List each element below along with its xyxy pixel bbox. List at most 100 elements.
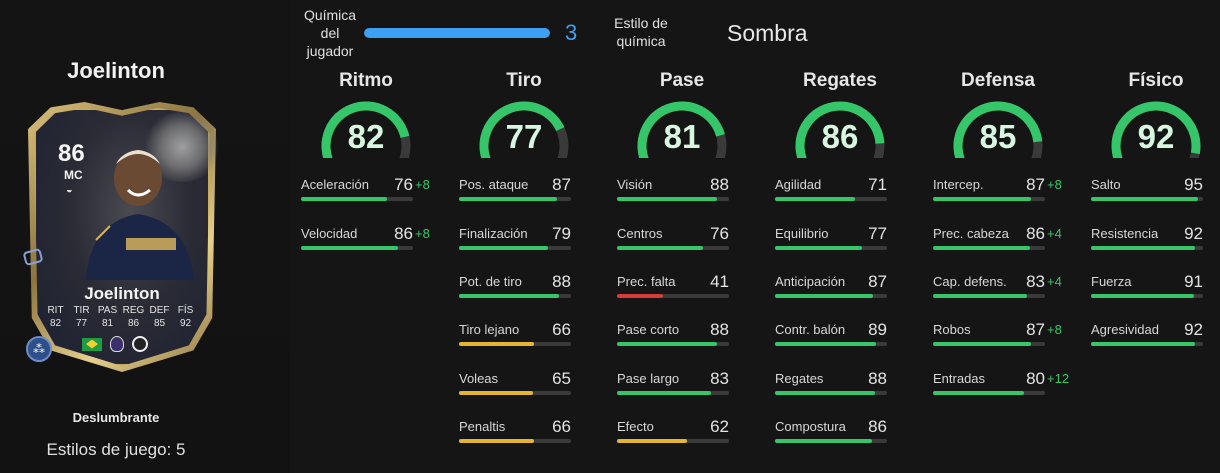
card-stat-label: RIT (47, 305, 64, 316)
card-stats: RIT 82 TIR 77 PAS 81 REG 86 DEF 85 FÍS 9… (44, 304, 197, 330)
stat-bar (617, 197, 729, 201)
stat-row[interactable]: Velocidad 86 +8 (301, 224, 431, 266)
stat-name: Prec. falta (617, 274, 676, 289)
stat-row[interactable]: Prec. falta 41 (617, 272, 747, 314)
stat-row[interactable]: Robos 87 +8 (933, 320, 1063, 362)
stat-value: 88 (868, 369, 887, 388)
stat-name: Agresividad (1091, 322, 1159, 337)
card-stat-value: 77 (75, 318, 88, 329)
stat-value: 62 (710, 417, 729, 436)
stat-row[interactable]: Agilidad 71 (775, 175, 905, 217)
stat-bar (933, 197, 1045, 201)
stat-name: Contr. balón (775, 322, 846, 337)
stat-row[interactable]: Agresividad 92 (1091, 320, 1220, 362)
stat-bar (1091, 246, 1203, 250)
player-card-panel: Joelinton 86 MC ◒ Joelinton RIT 82 TIR 7… (0, 0, 290, 473)
category-title: Ritmo (339, 70, 393, 91)
category-title: Regates (803, 70, 877, 91)
stat-row[interactable]: Anticipación 87 (775, 272, 905, 314)
stat-row[interactable]: Efecto 62 (617, 417, 747, 459)
gauge-arc (795, 101, 885, 158)
gauge-fill (637, 101, 725, 158)
category-rating: 81 (663, 118, 701, 155)
category-regates: Regates 86 (774, 70, 904, 166)
category-title: Tiro (506, 70, 542, 91)
category-gauge: 85 (932, 96, 1064, 166)
stat-row[interactable]: Aceleración 76 +8 (301, 175, 431, 217)
stat-bar (459, 294, 571, 298)
stat-bonus: +8 (415, 177, 430, 192)
stat-row[interactable]: Fuerza 91 (1091, 272, 1220, 314)
stat-bar (301, 246, 413, 250)
gauge-fill (479, 101, 565, 158)
playstyles-count[interactable]: Estilos de juego: 5 (46, 440, 186, 459)
stat-name: Pase largo (617, 371, 680, 386)
player-card[interactable]: 86 MC ◒ Joelinton RIT 82 TIR 77 PAS 81 R… (22, 100, 222, 375)
stat-row[interactable]: Voleas 65 (459, 369, 589, 411)
stat-value: 83 (710, 369, 729, 388)
stat-row[interactable]: Cap. defens. 83 +4 (933, 272, 1063, 314)
chemistry-style-value[interactable]: Sombra (727, 20, 808, 46)
stat-row[interactable]: Pase largo 83 (617, 369, 747, 411)
stat-row[interactable]: Pot. de tiro 88 (459, 272, 589, 314)
stat-row[interactable]: Tiro lejano 66 (459, 320, 589, 362)
stat-bar-fill (617, 439, 688, 443)
stat-name: Entradas (933, 371, 986, 386)
card-position: MC (64, 168, 83, 182)
stat-bonus: +8 (415, 226, 430, 241)
card-stat-value: 86 (127, 318, 140, 329)
stat-row[interactable]: Intercep. 87 +8 (933, 175, 1063, 217)
stat-name: Fuerza (1091, 274, 1132, 289)
stat-bonus: +12 (1047, 371, 1070, 386)
stat-row[interactable]: Contr. balón 89 (775, 320, 905, 362)
stat-name: Centros (617, 226, 663, 241)
stat-row[interactable]: Pos. ataque 87 (459, 175, 589, 217)
category-ritmo: Ritmo 82 (300, 70, 430, 166)
gauge-arc (479, 101, 569, 158)
stat-value: 88 (710, 320, 729, 339)
card-stat-value: 81 (101, 318, 114, 329)
stat-row[interactable]: Salto 95 (1091, 175, 1220, 217)
stat-bar-fill (933, 197, 1032, 201)
stat-row[interactable]: Regates 88 (775, 369, 905, 411)
stat-bonus: +4 (1047, 226, 1062, 241)
stat-row[interactable]: Penaltis 66 (459, 417, 589, 459)
card-stat-value: 85 (153, 318, 166, 329)
category-title: Pase (659, 70, 705, 91)
stat-row[interactable]: Finalización 79 (459, 224, 589, 266)
category-gauge: 92 (1090, 96, 1220, 166)
stat-value: 91 (1184, 272, 1203, 291)
stat-bar-fill (775, 439, 873, 443)
gauge-arc (1111, 101, 1201, 158)
stat-bonus: +4 (1047, 274, 1062, 289)
category-gauge: 86 (774, 96, 906, 166)
stat-name: Equilibrio (775, 226, 829, 241)
stat-row[interactable]: Entradas 80 +12 (933, 369, 1069, 411)
stat-name: Finalización (459, 226, 528, 241)
stat-row[interactable]: Pase corto 88 (617, 320, 747, 362)
stat-bar-fill (933, 246, 1031, 250)
stat-row[interactable]: Prec. cabeza 86 +4 (933, 224, 1063, 266)
stat-row[interactable]: Centros 76 (617, 224, 747, 266)
stat-bar (775, 197, 887, 201)
stat-row[interactable]: Resistencia 92 (1091, 224, 1220, 266)
chemistry-bar (364, 28, 550, 38)
stat-value: 79 (552, 224, 571, 243)
stat-bar (775, 439, 887, 443)
card-badges (82, 336, 148, 352)
stat-bonus: +8 (1047, 322, 1062, 337)
gauge-fill (795, 101, 885, 158)
card-stat-label: FÍS (177, 305, 194, 316)
stat-row[interactable]: Compostura 86 (775, 417, 905, 459)
stat-bar-fill (617, 391, 711, 395)
stat-bar-fill (617, 342, 717, 346)
card-rating: 86 (58, 140, 85, 167)
stat-name: Anticipación (775, 274, 846, 289)
stat-value: 76 (710, 224, 729, 243)
stat-bar-fill (933, 342, 1032, 346)
stat-row[interactable]: Equilibrio 77 (775, 224, 905, 266)
card-stat: RIT 82 (44, 304, 67, 330)
stat-row[interactable]: Visión 88 (617, 175, 747, 217)
stat-bar (459, 439, 571, 443)
chemistry-style-label: Estilo de química (614, 15, 668, 49)
